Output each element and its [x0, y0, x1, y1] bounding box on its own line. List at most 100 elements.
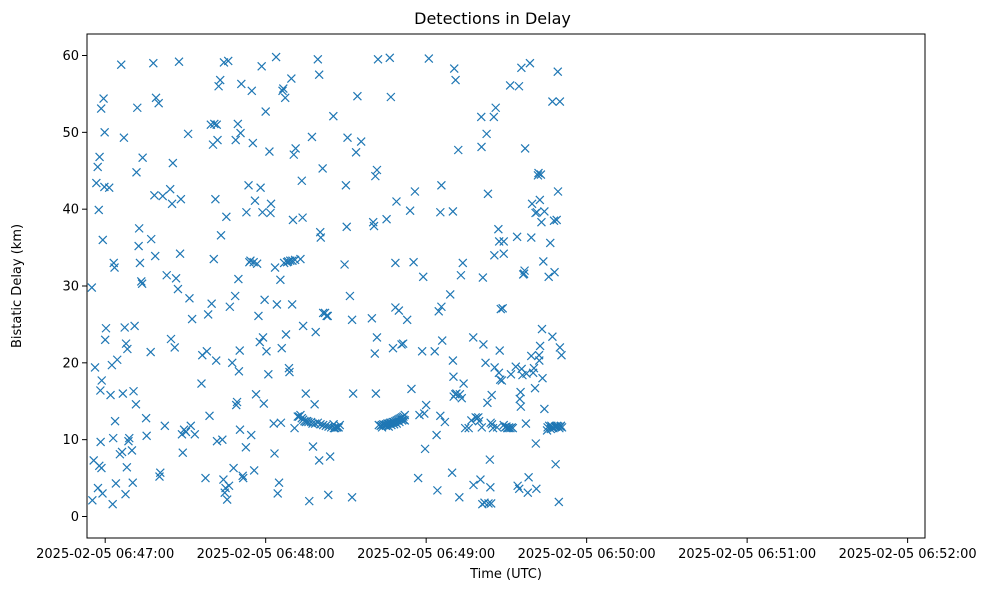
data-point	[233, 274, 243, 284]
data-point	[334, 422, 344, 432]
data-point	[106, 390, 115, 400]
data-point	[487, 390, 497, 400]
y-tick-label: 0	[71, 510, 79, 525]
data-point	[278, 84, 288, 93]
data-point	[313, 418, 323, 428]
data-point	[482, 129, 492, 139]
x-axis: 2025-02-05 06:47:00 2025-02-05 06:48:00 20…	[36, 538, 977, 562]
data-point	[440, 417, 450, 427]
data-point	[212, 120, 222, 130]
data-point	[456, 270, 466, 280]
data-point	[447, 468, 457, 478]
data-point	[127, 445, 137, 455]
data-point	[132, 167, 141, 177]
data-point	[526, 351, 536, 361]
data-point	[356, 137, 366, 146]
data-point	[241, 442, 251, 452]
data-point	[263, 369, 273, 379]
data-point	[514, 484, 524, 494]
data-point	[287, 300, 297, 309]
data-point	[382, 214, 391, 224]
data-point	[110, 416, 120, 426]
data-point	[264, 147, 274, 156]
data-point	[435, 207, 445, 217]
data-point	[448, 207, 458, 216]
data-point	[266, 208, 275, 218]
data-point	[437, 336, 447, 345]
data-point	[87, 495, 97, 505]
data-point	[289, 150, 299, 160]
data-point	[91, 178, 101, 188]
data-point	[321, 421, 331, 431]
data-point	[495, 346, 505, 355]
data-point	[534, 356, 544, 365]
data-point	[536, 170, 546, 180]
data-point	[521, 419, 531, 428]
data-point	[95, 386, 105, 395]
data-point	[397, 416, 407, 425]
data-point	[477, 422, 487, 432]
data-point	[99, 94, 109, 103]
data-point	[434, 306, 444, 316]
data-point	[555, 343, 565, 352]
data-point	[205, 411, 214, 421]
data-point	[258, 333, 268, 342]
data-point	[491, 103, 501, 113]
data-point	[516, 402, 526, 412]
data-point	[308, 442, 318, 451]
data-point	[372, 165, 382, 175]
data-point	[390, 258, 400, 268]
data-point	[483, 189, 493, 199]
data-point	[512, 232, 522, 242]
data-point	[170, 343, 180, 352]
data-point	[259, 399, 269, 408]
data-point	[553, 187, 563, 196]
data-point	[318, 420, 328, 430]
data-point	[499, 249, 509, 259]
data-point	[286, 74, 296, 83]
data-point	[494, 368, 504, 378]
data-point	[492, 422, 502, 432]
data-point	[476, 112, 486, 122]
data-point	[116, 60, 126, 70]
data-point	[386, 92, 396, 102]
data-point	[150, 251, 160, 261]
data-point	[238, 473, 248, 483]
data-point	[227, 358, 237, 368]
data-point	[468, 333, 478, 342]
data-point	[230, 291, 240, 301]
data-point	[435, 411, 445, 421]
data-point	[231, 135, 241, 145]
data-point	[464, 423, 474, 433]
data-point	[314, 70, 324, 80]
data-point	[273, 489, 283, 498]
data-point	[410, 187, 420, 196]
data-point	[298, 321, 308, 331]
data-point	[534, 168, 543, 178]
data-point	[134, 241, 144, 251]
data-point	[330, 423, 340, 433]
data-point	[129, 386, 138, 396]
data-point	[520, 266, 530, 276]
data-point	[451, 75, 461, 85]
data-point	[177, 429, 187, 439]
data-point	[538, 373, 547, 383]
data-point	[212, 436, 222, 446]
data-point	[424, 54, 434, 64]
data-point	[272, 300, 282, 309]
data-point	[557, 422, 567, 432]
data-point	[141, 413, 151, 423]
data-point	[96, 104, 106, 113]
data-point	[457, 393, 467, 403]
data-point	[370, 349, 380, 359]
data-point	[529, 363, 539, 373]
data-point	[174, 57, 184, 67]
data-point	[371, 389, 381, 398]
data-point	[250, 196, 260, 206]
data-point	[211, 356, 221, 365]
data-point	[419, 409, 429, 418]
data-point	[311, 327, 321, 337]
data-point	[175, 249, 185, 259]
data-point	[531, 484, 541, 494]
